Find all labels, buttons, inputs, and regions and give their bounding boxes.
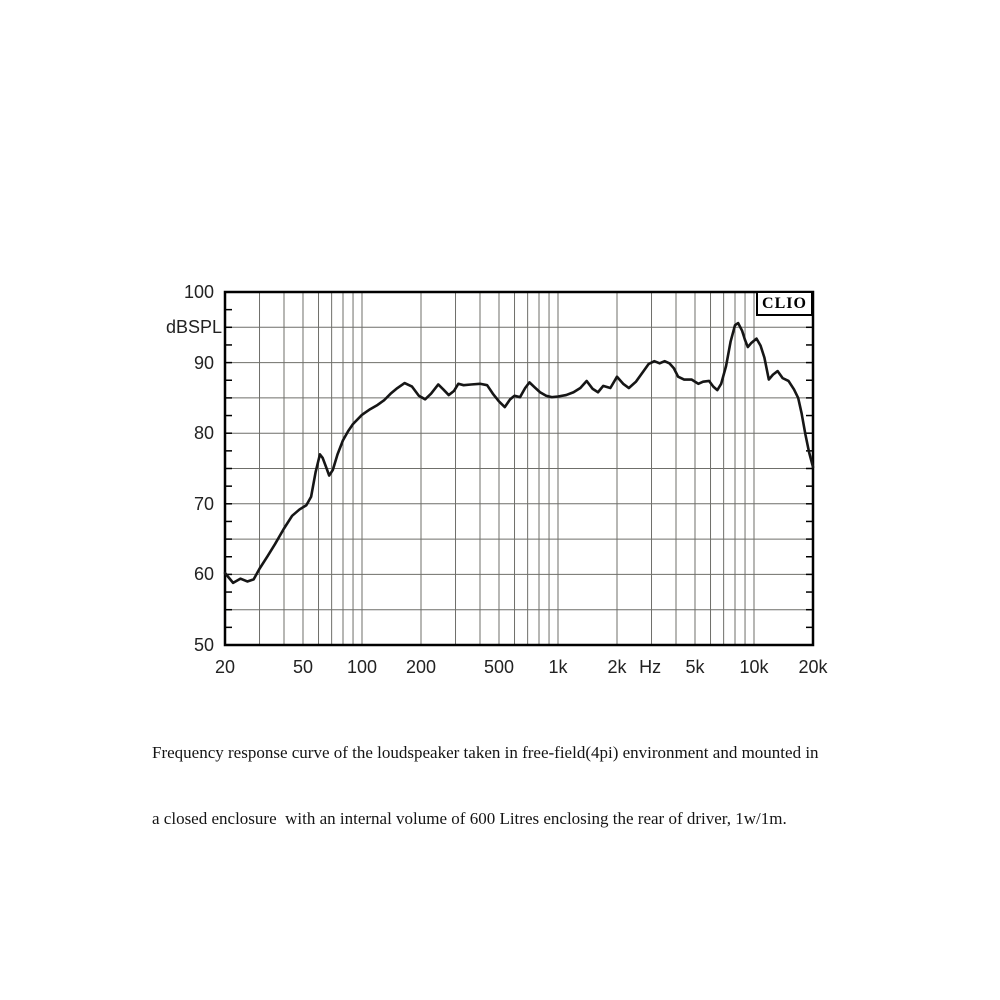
x-axis-tick-label-200: 200 — [405, 657, 437, 677]
x-axis-tick-label-1k: 1k — [548, 657, 568, 677]
y-axis-tick-label-50: 50 — [193, 635, 214, 655]
x-axis-tick-label-500: 500 — [483, 657, 514, 677]
clio-logo-badge: CLIO — [756, 291, 813, 316]
x-axis-unit-label: Hz — [639, 657, 662, 677]
caption-line-1: Frequency response curve of the loudspea… — [152, 743, 819, 762]
figure-caption: Frequency response curve of the loudspea… — [152, 698, 892, 874]
y-axis-tick-label-70: 70 — [193, 493, 214, 514]
y-axis-tick-label-90: 90 — [193, 352, 214, 373]
caption-line-2: a closed enclosure with an internal volu… — [152, 809, 787, 828]
y-axis-tick-label-80: 80 — [193, 423, 214, 444]
y-axis-tick-label-100: 100 — [183, 282, 214, 302]
x-axis-tick-label-10k: 10k — [739, 657, 769, 677]
x-axis-tick-label-20: 20 — [214, 657, 236, 677]
x-axis-tick-label-100: 100 — [346, 657, 377, 677]
x-axis-tick-label-20k: 20k — [798, 657, 828, 677]
x-axis-tick-label-2k: 2k — [607, 657, 627, 677]
plot-border — [223, 290, 815, 647]
y-axis-unit-label: dBSPL — [165, 317, 222, 337]
frequency-response-curve — [223, 321, 815, 585]
x-axis-tick-label-5k: 5k — [685, 657, 705, 677]
frequency-response-plot — [223, 290, 815, 647]
y-axis-tick-label-60: 60 — [193, 564, 214, 585]
x-axis-tick-label-50: 50 — [292, 657, 313, 677]
